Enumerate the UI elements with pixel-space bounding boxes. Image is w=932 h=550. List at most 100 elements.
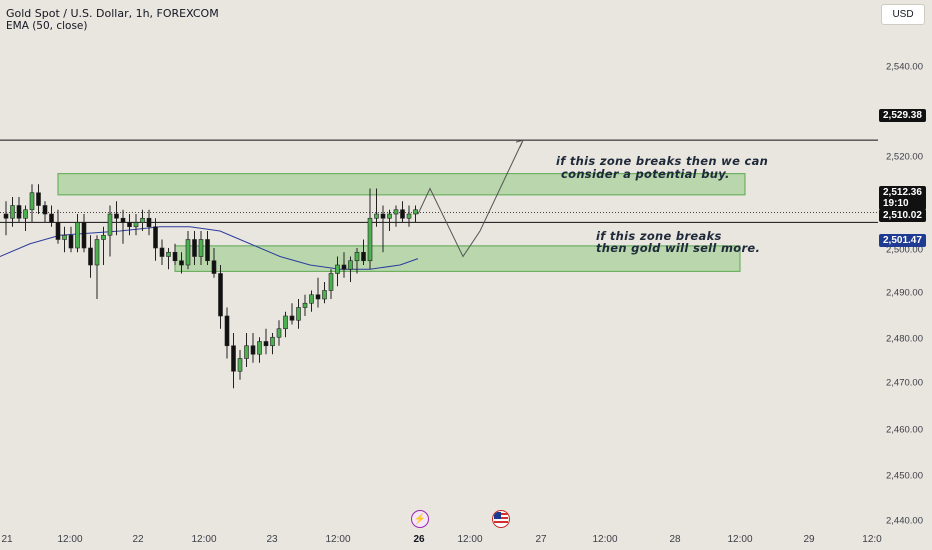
ema-layer xyxy=(0,226,419,270)
candle-body xyxy=(328,273,334,291)
candle-body xyxy=(166,251,171,257)
candle-body xyxy=(107,213,113,236)
candle-body xyxy=(42,205,48,215)
candle-body xyxy=(159,247,165,257)
candle-body xyxy=(120,217,126,223)
level-top-tag: 2,529.38 xyxy=(879,109,926,122)
price-axis-label: 2,480.00 xyxy=(886,333,923,345)
candle-body xyxy=(263,341,269,347)
candle-body xyxy=(322,290,327,300)
lightning-icon[interactable]: ⚡ xyxy=(411,510,429,528)
candle-body xyxy=(211,260,217,274)
candle-body xyxy=(140,217,145,223)
candle-body xyxy=(393,209,399,215)
candle-body xyxy=(374,213,379,219)
candle-body xyxy=(309,294,314,304)
candle-body xyxy=(133,222,139,228)
candle-body xyxy=(224,315,230,347)
ema-indicator-label[interactable]: EMA (50, close) xyxy=(6,20,88,32)
candle-body xyxy=(387,213,392,219)
level-mid-tag: 2,510.02 xyxy=(879,209,926,222)
candle-body xyxy=(55,222,61,240)
candle-body xyxy=(380,213,386,219)
time-axis-label: 12:00 xyxy=(457,534,483,545)
time-axis-label: 12:00 xyxy=(592,534,618,545)
candle-body xyxy=(361,251,366,262)
time-axis-label: 29 xyxy=(803,534,815,545)
candle-body xyxy=(23,209,28,219)
lower-zone-note-2: then gold will sell more. xyxy=(596,241,761,255)
candle-body xyxy=(348,260,353,270)
candle-body xyxy=(127,222,132,228)
candle-body xyxy=(88,247,93,266)
upper-zone-note-1: if this zone breaks then we can xyxy=(556,154,769,168)
candle-body xyxy=(205,239,210,262)
candle-body xyxy=(257,341,262,355)
candle-body xyxy=(94,239,100,266)
time-axis-label: 27 xyxy=(535,534,547,545)
candle-body xyxy=(198,239,204,257)
us-flag-icon[interactable] xyxy=(492,510,510,528)
time-axis-label: 22 xyxy=(132,534,144,545)
time-axis-label: 12:00 xyxy=(57,534,83,545)
candle-body xyxy=(153,226,158,249)
symbol-title[interactable]: Gold Spot / U.S. Dollar, 1h, FOREXCOM xyxy=(6,7,219,20)
candle-body xyxy=(341,264,347,270)
candle-body xyxy=(406,213,412,219)
price-axis-label: 2,440.00 xyxy=(886,515,923,527)
candle-body xyxy=(10,205,15,219)
price-axis-label: 2,540.00 xyxy=(886,61,923,73)
candle-body xyxy=(354,251,360,262)
time-axis-label: 12:00 xyxy=(727,534,753,545)
candle-body xyxy=(367,217,373,262)
ema-value-tag: 2,501.47 xyxy=(879,234,926,247)
candle-body xyxy=(413,209,418,215)
symbol-header[interactable]: Gold Spot / U.S. Dollar, 1h, FOREXCOM EM… xyxy=(6,7,219,33)
candle-body xyxy=(179,260,184,266)
candle-body xyxy=(114,213,119,219)
candle-body xyxy=(283,315,288,330)
time-axis-label: 28 xyxy=(669,534,681,545)
price-axis-label: 2,500.00 xyxy=(886,244,923,256)
candle-body xyxy=(231,345,236,372)
price-axis-label: 2,490.00 xyxy=(886,287,923,299)
candle-body xyxy=(400,209,405,219)
candle-body xyxy=(244,345,249,359)
candle-body xyxy=(36,192,41,206)
time-axis-label: 23 xyxy=(266,534,278,545)
levels-layer xyxy=(0,139,878,223)
candle-body xyxy=(276,328,282,338)
candle-body xyxy=(16,205,22,219)
candle-body xyxy=(315,294,321,300)
candle-body xyxy=(270,336,275,347)
zone-rect-1 xyxy=(57,173,746,196)
candle-body xyxy=(146,217,152,228)
candle-body xyxy=(81,222,87,249)
ema-line xyxy=(0,226,419,270)
candle-body xyxy=(289,315,295,321)
last-price-value: 2,512.36 xyxy=(883,187,922,198)
time-axis-label: 12:00 xyxy=(325,534,351,545)
candle-body xyxy=(218,273,223,317)
price-axis-label: 2,460.00 xyxy=(886,424,923,436)
projection-arrowhead xyxy=(515,139,524,148)
currency-button[interactable]: USD xyxy=(881,4,925,25)
candles-layer xyxy=(3,184,418,389)
candle-body xyxy=(302,302,308,308)
candle-body xyxy=(335,264,340,274)
candle-body xyxy=(172,251,178,262)
candle-body xyxy=(101,234,106,240)
candle-body xyxy=(49,213,54,223)
candle-body xyxy=(62,234,67,240)
lower-zone-note-1: if this zone breaks xyxy=(596,229,722,243)
upper-zone-note-2: consider a potential buy. xyxy=(561,167,730,181)
time-axis-label: 26 xyxy=(413,534,425,545)
countdown-value: 19:10 xyxy=(883,198,909,209)
candle-body xyxy=(296,307,301,321)
price-axis-label: 2,450.00 xyxy=(886,470,923,482)
projection-path xyxy=(417,139,524,258)
candle-body xyxy=(237,358,243,372)
candle-body xyxy=(192,239,197,257)
